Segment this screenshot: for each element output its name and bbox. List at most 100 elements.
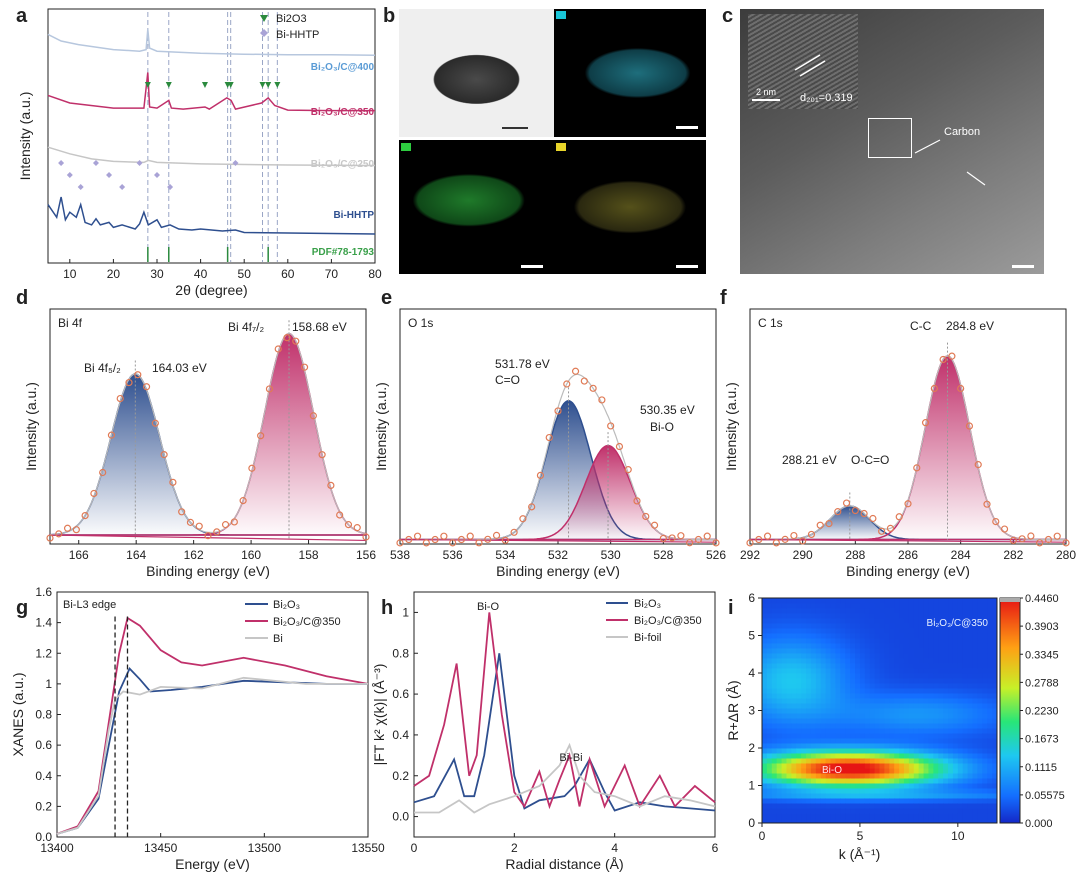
plot-frame-a [47, 8, 376, 264]
heatmap-cell [899, 743, 905, 749]
heatmap-cell [987, 683, 993, 689]
heatmap-cell [903, 768, 910, 774]
legend-label: Bi₂O₃/C@350 [634, 615, 702, 627]
heatmap-cell [776, 773, 783, 779]
heatmap-cell [850, 813, 856, 819]
heatmap-cell [864, 743, 871, 749]
heatmap-cell [791, 738, 797, 744]
heatmap-cell [815, 613, 822, 619]
heatmap-cell [913, 753, 920, 759]
heatmap-cell [801, 608, 807, 614]
heatmap-cell [903, 633, 910, 639]
heatmap-cell [845, 803, 851, 809]
carbon-arrow [966, 171, 986, 186]
heatmap-cell [762, 618, 768, 624]
heatmap-cell [923, 678, 929, 684]
heatmap-cell [776, 613, 783, 619]
heatmap-cell [913, 678, 920, 684]
heatmap-cell [908, 678, 915, 684]
heatmap-cell [913, 743, 920, 749]
heatmap-cell [918, 778, 925, 784]
heatmap-cell [943, 693, 949, 699]
heatmap-cell [987, 748, 993, 754]
heatmap-cell [923, 808, 929, 814]
heatmap-cell [771, 683, 778, 689]
heatmap-cell [786, 703, 792, 709]
heatmap-cell [845, 603, 851, 609]
heatmap-cell [948, 783, 954, 789]
heatmap-cell [781, 638, 787, 644]
heatmap-cell [786, 653, 792, 659]
heatmap-cell [810, 693, 817, 699]
heatmap-cell [987, 723, 993, 729]
heatmap-cell [869, 803, 876, 809]
heatmap-cell [982, 608, 988, 614]
heatmap-cell [835, 603, 841, 609]
heatmap-cell [967, 753, 974, 759]
heatmap-cell [972, 808, 978, 814]
heatmap-cell [967, 803, 974, 809]
heatmap-cell [987, 668, 993, 674]
heatmap-cell [830, 653, 836, 659]
heatmap-cell [962, 738, 969, 744]
heatmap-cell [845, 768, 851, 774]
heatmap-cell [952, 713, 959, 719]
data-point [1009, 536, 1017, 545]
heatmap-cell [967, 648, 974, 654]
heatmap-cell [771, 623, 778, 629]
heatmap-cell [786, 788, 792, 794]
heatmap-cell [820, 703, 827, 709]
heatmap-cell [820, 773, 827, 779]
heatmap-cell [894, 783, 900, 789]
heatmap-cell [869, 638, 876, 644]
heatmap-cell [855, 773, 861, 779]
heatmap-cell [815, 633, 822, 639]
heatmap-cell [815, 708, 822, 714]
heatmap-cell [879, 743, 885, 749]
heatmap-cell [845, 818, 851, 824]
heatmap-cell [806, 598, 812, 604]
heatmap-cell [835, 618, 841, 624]
heatmap-cell [884, 718, 890, 724]
bi2o3-triangle-marker [274, 82, 281, 88]
heatmap-cell [903, 748, 910, 754]
heatmap-cell [923, 708, 929, 714]
heatmap-cell [938, 768, 944, 774]
heatmap-cell [982, 738, 988, 744]
heatmap-cell [859, 708, 866, 714]
heatmap-cell [992, 728, 998, 734]
heatmap-cell [899, 768, 905, 774]
heatmap-cell [903, 618, 910, 624]
heatmap-cell [879, 663, 885, 669]
heatmap-cell [977, 608, 983, 614]
y-tick-label: 0.0 [35, 830, 52, 844]
heatmap-cell [786, 668, 792, 674]
heatmap-cell [943, 688, 949, 694]
heatmap-cell [796, 643, 802, 649]
heatmap-cell [943, 698, 949, 704]
heatmap-cell [923, 633, 929, 639]
heatmap-cell [806, 613, 812, 619]
heatmap-cell [820, 813, 827, 819]
heatmap-cell [992, 818, 998, 824]
heatmap-cell [938, 728, 944, 734]
data-point [650, 521, 659, 529]
heatmap-cell [952, 643, 959, 649]
heatmap-cell [801, 778, 807, 784]
heatmap-cell [938, 708, 944, 714]
heatmap-cell [913, 808, 920, 814]
heatmap-cell [982, 653, 988, 659]
heatmap-cell [933, 813, 939, 819]
heatmap-cell [982, 603, 988, 609]
heatmap-cell [801, 758, 807, 764]
heatmap-cell [810, 793, 817, 799]
heatmap-cell [762, 728, 768, 734]
heatmap-cell [987, 663, 993, 669]
heatmap-cell [879, 703, 885, 709]
heatmap-cell [933, 788, 939, 794]
heatmap-cell [938, 793, 944, 799]
heatmap-cell [796, 793, 802, 799]
heatmap-cell [781, 673, 787, 679]
heatmap-cell [977, 643, 983, 649]
data-point [974, 461, 982, 469]
